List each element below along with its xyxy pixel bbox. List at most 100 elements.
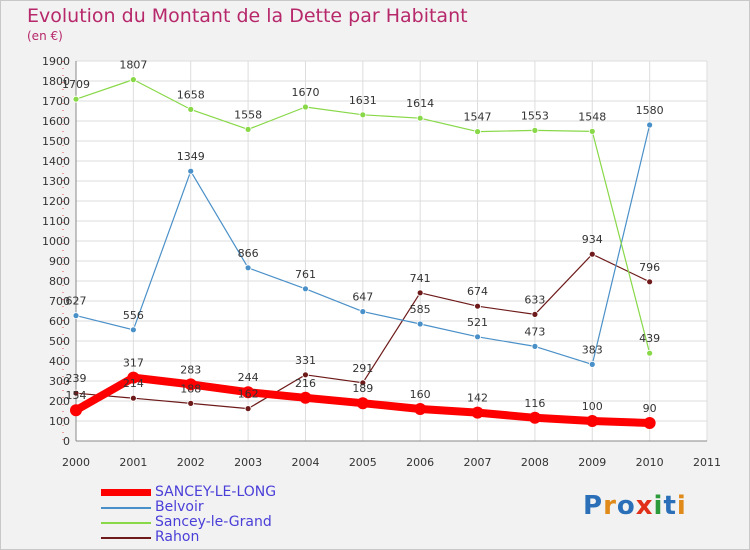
data-point <box>242 386 255 399</box>
data-label: 1670 <box>291 86 319 99</box>
data-label: 239 <box>66 372 87 385</box>
x-tick-label: 2000 <box>62 456 90 469</box>
legend-label: SANCEY-LE-LONG <box>155 484 277 500</box>
data-point <box>187 106 195 113</box>
data-point <box>356 397 369 410</box>
y-tick-label: 200 <box>49 395 70 408</box>
x-tick-label: 2007 <box>464 456 492 469</box>
y-tick-label: 400 <box>49 355 70 368</box>
legend-swatch <box>101 537 151 539</box>
legend-item: Rahon <box>101 529 401 545</box>
data-point <box>528 411 541 424</box>
data-label: 1349 <box>177 150 205 163</box>
data-point <box>299 391 312 404</box>
data-label: 283 <box>180 363 201 376</box>
legend-swatch <box>101 522 151 524</box>
data-label: 1709 <box>62 78 90 91</box>
y-tick-label: 1400 <box>42 155 70 168</box>
data-point <box>244 264 252 272</box>
data-label: 116 <box>524 397 545 410</box>
data-point <box>531 126 539 134</box>
y-tick-label: 800 <box>49 275 70 288</box>
data-label: 674 <box>467 285 488 298</box>
logo-letter: t <box>663 491 677 521</box>
data-label: 1580 <box>636 104 664 117</box>
legend-label: Belvoir <box>155 499 204 515</box>
y-tick-label: 900 <box>49 255 70 268</box>
y-tick-label: 1900 <box>42 55 70 68</box>
legend-swatch <box>101 507 151 509</box>
legend-item: SANCEY-LE-LONG <box>101 484 401 500</box>
data-label: 741 <box>410 272 431 285</box>
data-label: 160 <box>410 388 431 401</box>
legend-label: Rahon <box>155 529 200 545</box>
x-tick-label: 2004 <box>291 456 319 469</box>
y-tick-label: 1800 <box>42 75 70 88</box>
data-point <box>588 250 596 258</box>
data-point <box>646 278 654 286</box>
data-point <box>244 405 252 413</box>
x-tick-label: 2001 <box>119 456 147 469</box>
plot-area <box>76 61 707 441</box>
x-tick-label: 2010 <box>636 456 664 469</box>
data-point <box>646 121 654 129</box>
data-label: 1807 <box>119 59 147 72</box>
data-point <box>72 95 80 103</box>
data-point <box>416 289 424 297</box>
data-point <box>646 349 654 357</box>
data-point <box>586 415 599 427</box>
line-chart: 0 100 200 300 400 500 600 700 800 900 1000 1100 1200… <box>42 55 721 469</box>
x-tick-label: 2009 <box>578 456 606 469</box>
data-point <box>302 103 309 111</box>
y-tick-label: 100 <box>49 415 70 428</box>
data-label: 244 <box>238 371 259 384</box>
data-label: 1548 <box>578 110 606 123</box>
y-tick-label: 1300 <box>42 175 70 188</box>
y-tick-label: 0 <box>63 435 70 448</box>
data-label: 291 <box>352 362 373 375</box>
legend-label: Sancey-le-Grand <box>155 514 272 530</box>
data-point <box>70 404 82 417</box>
data-label: 1658 <box>177 88 205 101</box>
y-tick-label: 1100 <box>42 215 70 228</box>
x-tick-label: 2005 <box>349 456 377 469</box>
data-label: 162 <box>238 388 259 401</box>
data-label: 796 <box>639 261 660 274</box>
data-point <box>129 394 137 402</box>
data-point <box>474 333 481 341</box>
data-point <box>588 360 596 368</box>
data-label: 633 <box>524 293 545 306</box>
logo-letter: i <box>653 491 664 521</box>
data-label: 331 <box>295 354 316 367</box>
data-point <box>414 403 427 415</box>
y-tick-label: 1200 <box>42 195 70 208</box>
data-label: 1553 <box>521 109 549 122</box>
data-point <box>643 417 656 429</box>
data-label: 90 <box>643 402 657 415</box>
x-tick-label: 2006 <box>406 456 434 469</box>
proxiti-logo: Proxiti <box>583 491 687 521</box>
data-label: 556 <box>123 309 144 322</box>
logo-letter: i <box>676 491 687 521</box>
y-tick-label: 500 <box>49 335 70 348</box>
data-point <box>588 127 596 135</box>
data-label: 214 <box>123 377 144 390</box>
data-point <box>129 326 137 334</box>
data-label: 473 <box>524 325 545 338</box>
data-label: 189 <box>352 382 373 395</box>
data-point <box>471 406 484 419</box>
data-point <box>244 125 252 133</box>
x-tick-label: 2003 <box>234 456 262 469</box>
data-point <box>72 312 80 320</box>
data-point <box>474 302 481 310</box>
data-label: 216 <box>295 377 316 390</box>
data-point <box>359 379 367 387</box>
y-tick-label: 300 <box>49 375 70 388</box>
y-tick-label: 700 <box>49 295 70 308</box>
data-point <box>416 320 424 328</box>
data-point <box>302 371 309 379</box>
chart-title: Evolution du Montant de la Dette par Hab… <box>27 5 468 27</box>
data-label: 1558 <box>234 108 262 121</box>
data-point <box>129 76 137 83</box>
